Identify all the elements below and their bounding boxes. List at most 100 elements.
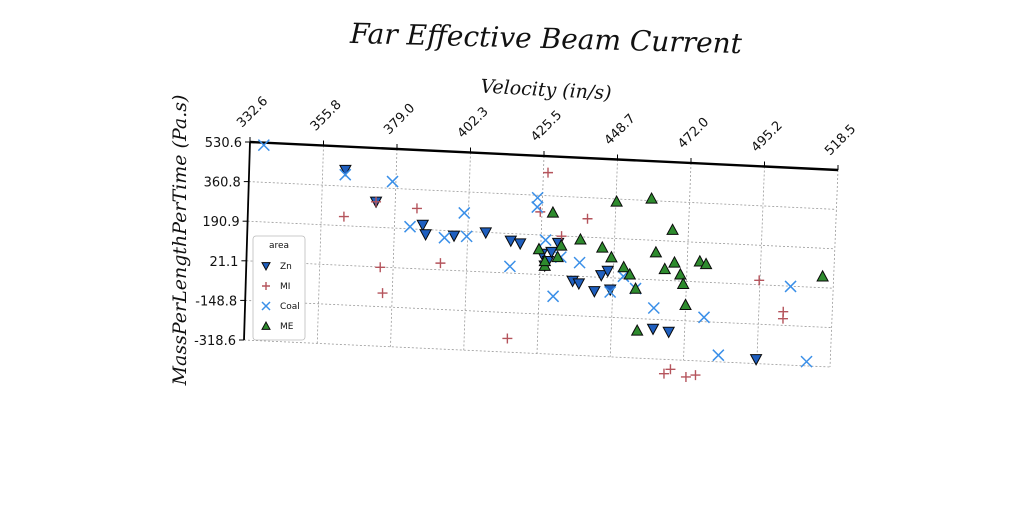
data-point [629,281,642,294]
data-point [502,333,513,344]
data-point [623,267,637,280]
x-tick-label: 448.7 [602,111,639,148]
y-tick-label: -148.8 [195,294,237,309]
x-tick-label: 402.3 [455,104,492,141]
data-point [603,284,617,297]
data-point [411,203,422,214]
data-point [556,231,567,242]
data-point [646,323,660,336]
x-gridline [609,159,618,357]
x-gridline [390,148,398,347]
data-point [647,301,660,315]
legend: area Zn MI Coal ME [252,235,306,341]
data-point [375,262,386,273]
y-tick-label: 360.8 [204,176,241,191]
x-tick-label: 425.5 [528,108,565,145]
legend-label: Zn [280,262,292,272]
data-point [438,231,451,244]
data-point [800,355,813,368]
x-tick-label: 472.0 [675,115,712,152]
data-point [377,288,388,299]
data-point [532,242,546,255]
data-point [749,354,763,366]
data-point [658,368,669,379]
data-point [513,238,527,251]
y-axis-line [243,141,251,341]
y-gridline [245,300,832,328]
data-point [588,286,601,298]
chart-title: Far Effective Beam Current [349,17,743,60]
x-tick-label: 355.8 [308,97,345,134]
data-point [543,167,554,178]
x-tick-label: 518.5 [822,122,859,159]
data-point [419,229,432,241]
x-tick-label: 379.0 [381,101,418,138]
legend-item-me: ME [261,320,294,332]
y-tick-label: 530.6 [205,136,242,151]
data-point [604,285,617,299]
data-point [601,265,615,278]
data-point [338,211,349,222]
data-point [545,246,558,259]
legend-label: ME [280,322,294,332]
x-gridline [683,162,692,361]
data-point [574,232,587,245]
data-point [754,275,765,286]
data-point [339,168,352,181]
data-point [697,311,711,324]
y-tick-label: 190.9 [202,215,239,230]
data-point [531,201,544,214]
data-point [547,290,560,303]
data-point [778,306,789,317]
legend-title: area [269,241,289,251]
data-point [712,349,725,362]
data-point [458,206,471,219]
legend-item-zn: Zn [261,262,292,272]
data-point [261,320,271,330]
data-point [666,223,679,235]
legend-item-coal: Coal [261,301,300,312]
data-point [546,205,560,218]
data-point [261,262,271,272]
data-point [668,255,681,268]
x-gridline [316,145,324,344]
data-point [658,262,672,275]
data-point [617,270,630,283]
data-point [679,298,692,310]
data-point [386,175,399,188]
legend-items: Zn MI Coal ME [261,262,300,332]
data-point [504,235,518,248]
y-gridline [243,339,831,368]
data-point [539,234,552,247]
data-point [594,270,608,282]
data-point [538,254,552,267]
y-tick-label: -318.6 [194,334,236,349]
data-point [680,371,691,382]
data-point [582,213,593,224]
x-gridline [463,152,471,351]
data-point [339,164,352,177]
data-point [261,301,271,311]
data-point [551,250,564,263]
data-point [447,230,461,243]
y-gridline [246,260,834,289]
data-point [531,191,544,204]
data-point [535,206,546,217]
data-point [645,191,658,204]
data-point [479,227,493,240]
x-gridline [756,166,765,364]
data-point [460,230,473,243]
data-point [610,194,623,207]
legend-label: Coal [280,302,300,312]
data-point [630,323,644,336]
data-point [262,282,270,290]
data-point [371,196,382,207]
legend-item-mi: MI [262,282,290,292]
data-point [503,260,516,273]
x-gridline [829,169,839,368]
data-point [572,278,586,291]
data-point [699,257,713,270]
data-point [435,258,446,269]
x-tick-label: 495.2 [749,118,786,155]
